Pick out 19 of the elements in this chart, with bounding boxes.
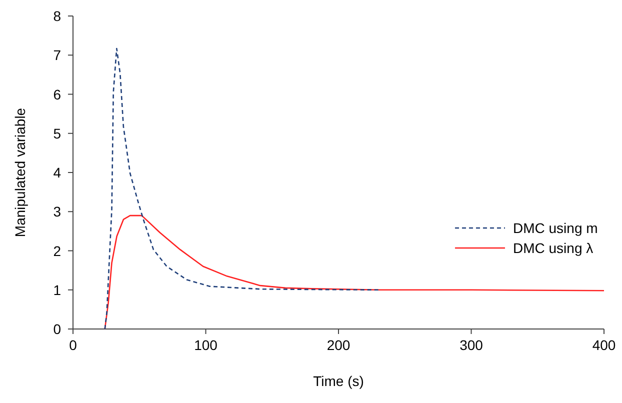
x-tick-label: 200 (326, 337, 350, 353)
x-tick-label: 400 (592, 337, 616, 353)
x-axis-title: Time (s) (313, 373, 364, 389)
y-tick-label: 5 (53, 125, 62, 142)
x-tick-label: 0 (69, 337, 78, 353)
y-tick-label: 3 (53, 204, 62, 220)
y-tick-label: 1 (53, 282, 62, 298)
legend-label: DMC using λ (513, 240, 594, 256)
y-axis-title: Manipulated variable (12, 108, 28, 238)
y-tick-label: 2 (53, 242, 62, 259)
x-tick-label: 100 (194, 337, 218, 353)
y-tick-label: 6 (53, 86, 62, 102)
x-tick-label: 300 (460, 337, 484, 353)
y-tick-label: 8 (53, 8, 62, 24)
y-tick-label: 4 (53, 164, 62, 180)
line-series (104, 48, 379, 330)
y-tick-label: 7 (53, 47, 62, 64)
y-tick-label: 0 (53, 321, 62, 337)
legend-label: DMC using m (513, 220, 598, 236)
